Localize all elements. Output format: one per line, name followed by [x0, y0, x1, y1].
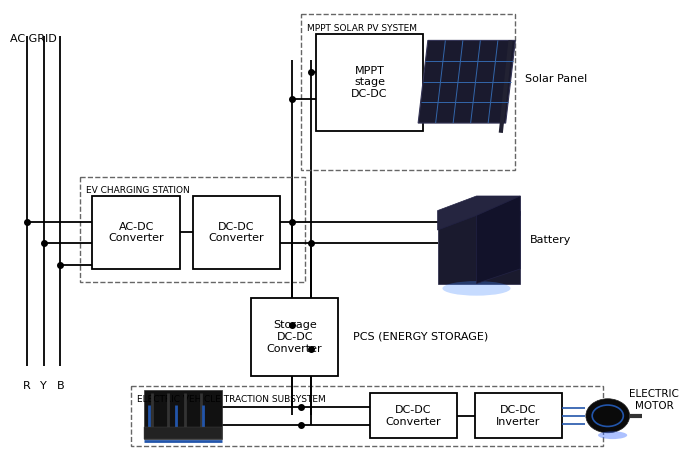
Text: ELECTRIC VEHICLE TRACTION SUBSYSTEM: ELECTRIC VEHICLE TRACTION SUBSYSTEM: [137, 395, 326, 404]
Text: AC GRID: AC GRID: [10, 34, 56, 43]
Text: AC-DC
Converter: AC-DC Converter: [108, 222, 164, 243]
Text: Solar Panel: Solar Panel: [525, 74, 587, 84]
Text: R: R: [23, 381, 31, 391]
Bar: [144, 427, 222, 439]
Text: Battery: Battery: [530, 235, 571, 245]
Text: B: B: [56, 381, 64, 391]
Polygon shape: [477, 196, 520, 284]
Bar: [438, 211, 520, 284]
Ellipse shape: [443, 281, 510, 296]
Ellipse shape: [598, 432, 627, 439]
Text: Storage
DC-DC
Converter: Storage DC-DC Converter: [267, 320, 323, 353]
Bar: [316, 34, 423, 131]
Text: EV CHARGING STATION: EV CHARGING STATION: [86, 186, 189, 195]
Ellipse shape: [586, 399, 630, 433]
Text: MPPT
stage
DC-DC: MPPT stage DC-DC: [351, 66, 388, 99]
Text: DC-DC
Inverter: DC-DC Inverter: [496, 405, 540, 426]
Polygon shape: [438, 196, 520, 230]
Text: Y: Y: [40, 381, 47, 391]
Bar: [144, 390, 222, 439]
Text: ELECTRIC
MOTOR: ELECTRIC MOTOR: [629, 389, 679, 411]
Bar: [79, 176, 306, 281]
Text: PCS (ENERGY STORAGE): PCS (ENERGY STORAGE): [353, 332, 488, 342]
Bar: [369, 393, 457, 438]
Text: DC-DC
Converter: DC-DC Converter: [386, 405, 441, 426]
Bar: [301, 14, 515, 170]
Text: DC-DC
Converter: DC-DC Converter: [208, 222, 264, 243]
Bar: [92, 196, 180, 269]
Bar: [251, 298, 338, 376]
Polygon shape: [418, 40, 515, 123]
Text: MPPT SOLAR PV SYSTEM: MPPT SOLAR PV SYSTEM: [308, 24, 417, 33]
Bar: [192, 196, 280, 269]
Bar: [475, 393, 562, 438]
Bar: [132, 386, 603, 446]
